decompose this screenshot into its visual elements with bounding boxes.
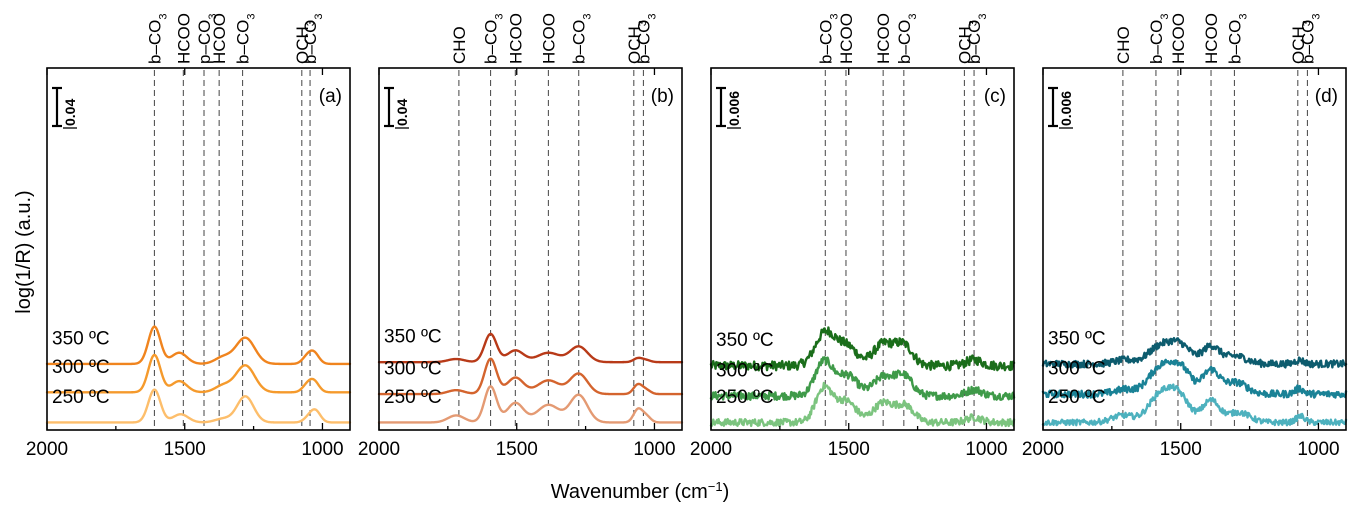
x-tick-label: 2000 [26, 439, 68, 460]
x-tick-label: 1500 [496, 439, 538, 460]
band-marker-label: CHO [450, 26, 469, 64]
panel-label: (c) [984, 86, 1006, 107]
scale-bar-label: 0.04 [394, 99, 410, 126]
x-tick-label: 1000 [633, 439, 675, 460]
series-line-350-ºC [377, 332, 684, 364]
band-marker-label: HCOO [837, 13, 856, 64]
scale-bar-label: 0.006 [726, 91, 742, 126]
band-marker-label: b–CO3 [1225, 13, 1249, 64]
band-marker-label: HCOO [174, 13, 193, 64]
x-tick-label: 2000 [1022, 439, 1064, 460]
panel-label: (d) [1315, 86, 1338, 107]
band-marker-label: b–CO3 [1147, 13, 1171, 64]
x-axis-label: Wavenumber (cm−1) [551, 479, 730, 504]
band-marker-label: OCH3 [1289, 20, 1313, 64]
x-tick-label: 1500 [828, 439, 870, 460]
band-marker-label: b–CO3 [145, 13, 169, 64]
band-marker-label: OCH3 [955, 20, 979, 64]
x-tick-label: 1500 [164, 439, 206, 460]
band-marker-label: b–CO3 [1298, 13, 1322, 64]
series-label: 350 ºC [384, 327, 442, 348]
series-label: 250 ºC [384, 387, 442, 408]
band-marker-label: HCOO [874, 13, 893, 64]
series-line-250-ºC [45, 388, 352, 424]
scale-bar-label: 0.04 [62, 99, 78, 126]
band-marker-label: OCH3 [293, 20, 317, 64]
series-line-250-ºC [1041, 383, 1348, 427]
band-marker-label: HCOO [506, 13, 525, 64]
series-label: 250 ºC [716, 387, 774, 408]
band-marker-label: b–CO3 [482, 13, 506, 64]
x-tick-label: 1000 [1297, 439, 1339, 460]
series-line-300-ºC [45, 353, 352, 394]
band-marker-label: OCH3 [625, 20, 649, 64]
band-marker-label: b–CO3 [634, 13, 658, 64]
band-marker-label: p–CO3 [195, 13, 219, 64]
band-marker-label: b–CO3 [965, 13, 989, 64]
series-label: 350 ºC [716, 330, 774, 351]
series-line-350-ºC [709, 326, 1016, 372]
x-axis-label-end: ) [723, 481, 730, 503]
series-line-350-ºC [45, 325, 352, 366]
series-label: 300 ºC [52, 357, 110, 378]
panel-label: (b) [651, 86, 674, 107]
series-label: 250 ºC [52, 387, 110, 408]
panel-frame [46, 67, 351, 431]
band-marker-label: HCOO [1202, 13, 1221, 64]
x-tick-label: 1000 [301, 439, 343, 460]
series-line-350-ºC [1041, 336, 1348, 369]
series-label: 300 ºC [1048, 359, 1106, 380]
x-tick-label: 1000 [965, 439, 1007, 460]
band-marker-label: HCOO [1169, 13, 1188, 64]
band-marker-label: b–CO3 [234, 13, 258, 64]
panel-frame [710, 67, 1015, 431]
series-label: 300 ºC [716, 360, 774, 381]
band-marker-label: CHO [1114, 26, 1133, 64]
series-label: 250 ºC [1048, 387, 1106, 408]
series-label: 350 ºC [1048, 328, 1106, 349]
panel-frame [1042, 67, 1347, 431]
panel-label: (a) [319, 86, 342, 107]
x-tick-label: 2000 [690, 439, 732, 460]
band-marker-label: b–CO3 [301, 13, 325, 64]
band-marker-label: HCOO [539, 13, 558, 64]
series-line-250-ºC [709, 381, 1016, 428]
series-label: 350 ºC [52, 328, 110, 349]
band-marker-label: b–CO3 [816, 13, 840, 64]
band-marker-label: b–CO3 [895, 13, 919, 64]
x-tick-label: 1500 [1160, 439, 1202, 460]
series-line-300-ºC [1041, 358, 1348, 399]
series-label: 300 ºC [384, 359, 442, 380]
x-axis-label-sup: −1 [708, 479, 723, 494]
series-line-250-ºC [377, 385, 684, 424]
band-marker-label: b–CO3 [570, 13, 594, 64]
band-marker-label: HCOO [210, 13, 229, 64]
y-axis-label: log(1/R) (a.u.) [13, 190, 35, 313]
panel-frame [378, 67, 683, 431]
x-tick-label: 2000 [358, 439, 400, 460]
scale-bar-label: 0.006 [1058, 91, 1074, 126]
series-line-300-ºC [709, 356, 1016, 401]
series-line-300-ºC [377, 357, 684, 396]
